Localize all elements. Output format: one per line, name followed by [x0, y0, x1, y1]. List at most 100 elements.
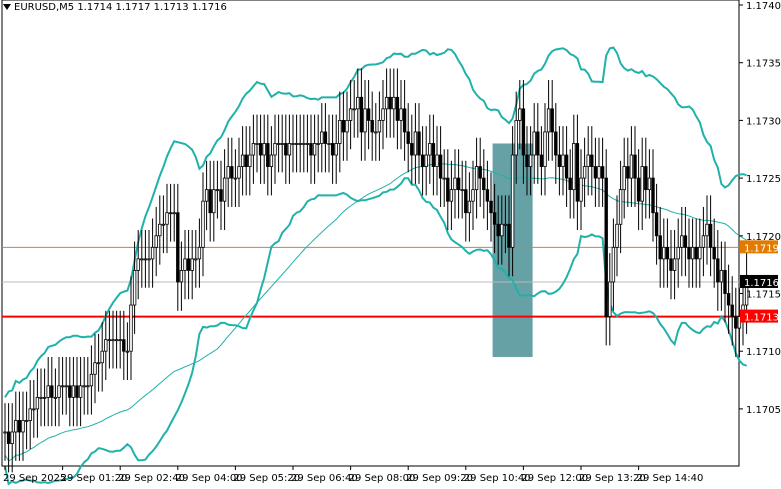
candle-body — [266, 143, 270, 167]
plot-frame — [1, 0, 740, 467]
x-tick-label: 29 Sep 04:00 — [176, 473, 243, 484]
candle-body — [399, 108, 403, 121]
candle-body — [734, 316, 738, 329]
candle-body — [86, 385, 90, 388]
candle-body — [413, 131, 418, 156]
candle-body — [100, 350, 104, 364]
candle-body — [546, 108, 551, 133]
candle-body — [158, 223, 162, 237]
candle-body — [510, 154, 515, 248]
candle-body — [359, 96, 364, 133]
candle-body — [32, 408, 36, 411]
candle-body — [14, 420, 18, 433]
candle-body — [57, 385, 61, 398]
candle-body — [496, 223, 500, 237]
candle-body — [687, 246, 691, 260]
candle-body — [150, 246, 155, 260]
candle-body — [75, 385, 79, 398]
ohlc-label: 1.1714 1.1717 1.1713 1.1716 — [77, 2, 227, 13]
candle-body — [287, 143, 292, 156]
candle-body — [536, 131, 540, 156]
candle-body — [550, 108, 554, 133]
x-tick-label: 29 Sep 05:20 — [233, 473, 300, 484]
x-tick-label: 29 Sep 06:40 — [291, 473, 358, 484]
candle-body — [690, 246, 695, 260]
candle-body — [597, 166, 601, 179]
candle-body — [442, 177, 446, 180]
price-label-box — [740, 309, 778, 323]
upper-band-line — [4, 46, 747, 398]
candle-body — [435, 154, 439, 167]
candle-body — [478, 166, 482, 179]
candle-body — [161, 223, 166, 226]
candle-body — [474, 166, 479, 191]
candle-body — [111, 339, 115, 342]
candle-body — [467, 200, 472, 214]
candle-body — [3, 431, 7, 434]
candle-body — [489, 200, 493, 214]
candle-body — [330, 143, 335, 156]
candle-body — [42, 396, 47, 399]
candle-body — [456, 177, 461, 191]
candle-body — [140, 258, 144, 261]
candle-body — [280, 143, 284, 145]
candle-body — [464, 189, 468, 214]
candle-body — [298, 143, 302, 145]
x-tick-label: 29 Sep 09:20 — [406, 473, 473, 484]
candle-body — [539, 154, 544, 167]
candle-body — [186, 258, 191, 271]
candle-body — [582, 166, 587, 179]
candle-body — [402, 108, 407, 133]
candle-body — [431, 143, 436, 167]
candle-body — [662, 246, 666, 260]
candle-body — [521, 108, 526, 156]
dropdown-triangle-icon[interactable] — [3, 4, 11, 10]
candle-body — [320, 131, 324, 144]
candle-body — [424, 154, 428, 167]
candle-body — [572, 143, 576, 191]
moving-average-line — [4, 163, 747, 462]
candle-body — [471, 189, 475, 202]
candle-body — [68, 385, 72, 398]
candle-body — [262, 143, 266, 156]
x-tick-label: 29 Sep 10:40 — [464, 473, 531, 484]
candle-body — [194, 258, 198, 261]
candle-body — [370, 120, 374, 133]
price-label-text: 1.1716 — [744, 278, 779, 289]
price-label-text: 1.1719 — [744, 243, 779, 254]
candle-body — [712, 246, 716, 260]
candle-body — [388, 96, 392, 110]
candle-body — [561, 154, 565, 167]
candle-body — [104, 339, 108, 352]
candle-body — [629, 154, 634, 179]
candle-body — [201, 200, 205, 248]
candle-body — [410, 143, 414, 156]
symbol-label: EURUSD,M5 — [14, 2, 75, 13]
y-tick-label: 1.1725 — [746, 174, 781, 185]
candle-body — [593, 166, 598, 179]
candle-body — [636, 177, 641, 202]
candle-body — [71, 385, 76, 398]
candle-body — [60, 385, 65, 388]
candle-body — [651, 177, 655, 214]
candle-body — [197, 246, 202, 260]
candle-body — [417, 131, 421, 156]
candle-body — [143, 258, 148, 261]
candle-body — [647, 177, 652, 191]
candle-body — [492, 212, 497, 225]
candle-body — [50, 385, 54, 398]
candle-body — [244, 154, 248, 167]
candle-body — [672, 258, 677, 271]
candle-body — [269, 154, 274, 167]
candle-body — [204, 189, 209, 202]
candle-body — [255, 143, 259, 145]
candle-body — [723, 270, 727, 294]
candle-body — [10, 431, 14, 444]
candle-body — [312, 143, 317, 156]
price-label-text: 1.1713 — [744, 313, 779, 324]
candle-body — [608, 281, 612, 317]
candle-body — [179, 270, 184, 283]
y-tick-label: 1.1720 — [746, 232, 781, 243]
candle-body — [525, 154, 529, 167]
